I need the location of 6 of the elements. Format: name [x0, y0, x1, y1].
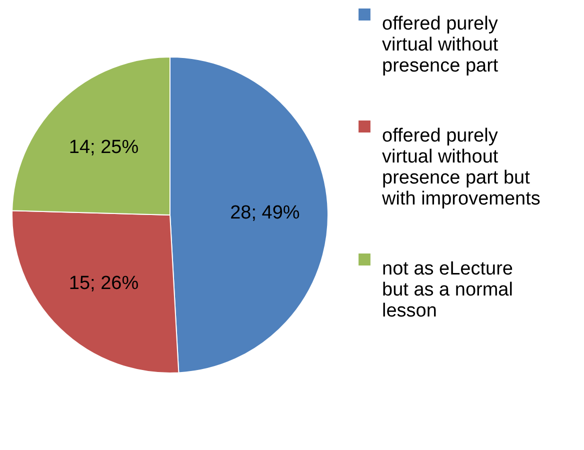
data-label: 15; 26%: [68, 273, 139, 294]
legend-label: offered purely virtual without presence part but with improvements: [381, 126, 540, 210]
data-label: 28; 49%: [230, 202, 300, 224]
legend-label: offered purely virtual without presence part: [382, 14, 499, 76]
legend-label: not as eLecture but as a normal lesson: [382, 258, 513, 322]
data-label: 14; 25%: [68, 136, 139, 158]
